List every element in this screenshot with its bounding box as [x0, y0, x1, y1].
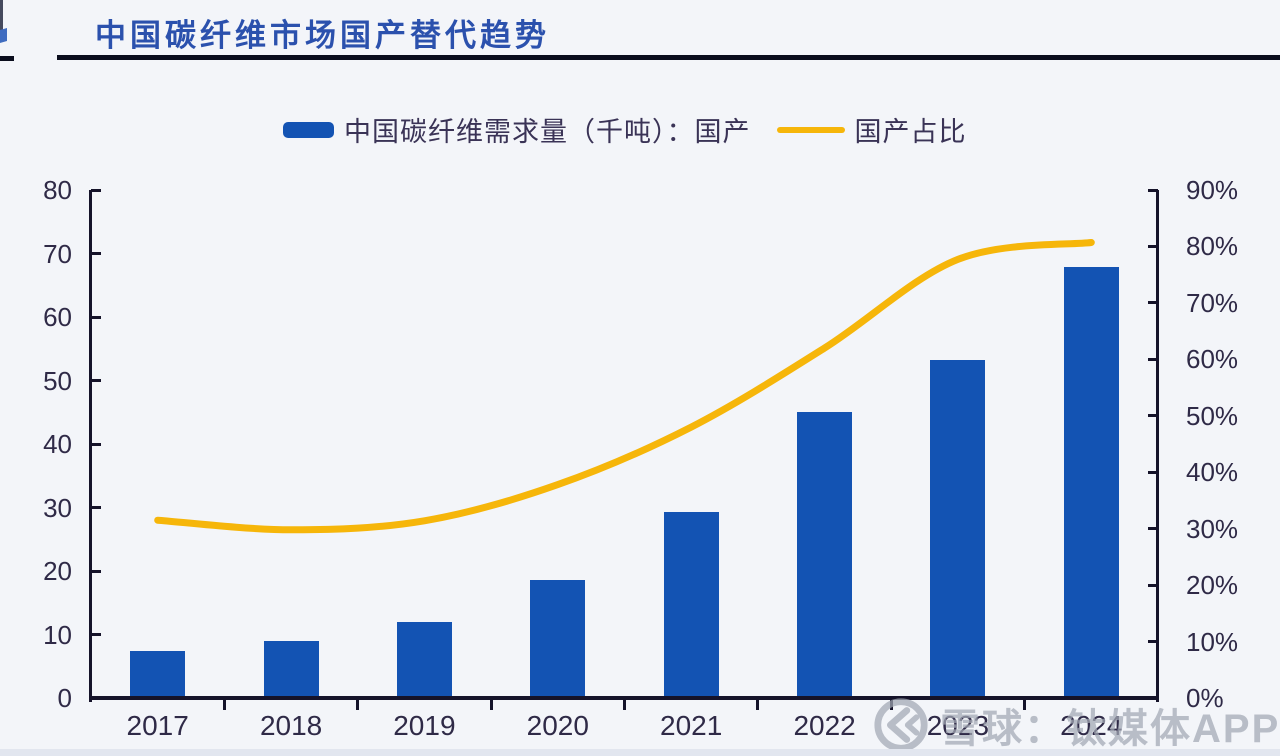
- x-tick: [623, 700, 626, 710]
- x-axis-label: 2020: [526, 710, 589, 741]
- page-title: 中国碳纤维市场国产替代趋势: [95, 18, 550, 53]
- bar-2021: [663, 511, 719, 698]
- x-axis-label: 2022: [793, 710, 856, 741]
- x-tick: [756, 700, 760, 710]
- y-axis-label-left: 50: [43, 365, 72, 396]
- y-tick-right: [1148, 640, 1158, 644]
- legend-bar-label: 中国碳纤维需求量（千吨）：国产: [344, 117, 751, 147]
- bar-2017: [130, 651, 186, 698]
- y-axis-label-right: 50%: [1186, 400, 1239, 431]
- x-axis-label: 2019: [393, 710, 456, 741]
- y-tick-right: [1148, 357, 1158, 361]
- x-axis-label: 2021: [660, 710, 723, 741]
- y-tick-right: [1148, 301, 1158, 305]
- y-tick-right: [1148, 583, 1158, 587]
- watermark-text: 雪球：钛媒体APP: [940, 707, 1280, 751]
- x-tick: [222, 700, 226, 710]
- x-tick: [356, 700, 360, 710]
- y-axis-label-left: 30: [43, 492, 72, 523]
- crop-artifact-bottom-strip: [0, 749, 1280, 756]
- y-tick-right: [1148, 470, 1158, 474]
- y-tick-right: [1148, 188, 1158, 192]
- y-tick-left: [91, 569, 101, 573]
- legend-line-swatch: [776, 126, 845, 133]
- x-axis-label: 2018: [259, 710, 323, 741]
- y-axis-label-right: 90%: [1186, 175, 1239, 205]
- bar-2024: [1063, 266, 1119, 698]
- x-axis-label: 2024: [1060, 710, 1123, 741]
- x-axis-label: 2017: [126, 710, 189, 741]
- chart-legend: 中国碳纤维需求量（千吨）：国产 国产占比: [283, 110, 967, 149]
- y-tick-left: [91, 188, 101, 192]
- x-axis-label: 2023: [926, 710, 990, 741]
- bar-2020: [530, 579, 586, 698]
- y-axis-label-left: 10: [43, 619, 72, 650]
- crop-artifact-dash: [0, 56, 14, 61]
- y-axis-label-right: 0%: [1186, 683, 1224, 713]
- title-underline: [57, 55, 1280, 60]
- y-axis-label-left: 20: [43, 556, 72, 586]
- y-axis-label-left: 70: [43, 238, 72, 269]
- legend-line-label: 国产占比: [854, 117, 967, 147]
- y-axis-label-right: 10%: [1186, 626, 1239, 657]
- y-tick-left: [91, 252, 101, 255]
- y-axis-left: [89, 190, 92, 702]
- y-axis-right: [1156, 190, 1159, 702]
- y-tick-right: [1148, 527, 1158, 531]
- x-tick: [489, 700, 493, 710]
- y-tick-left: [91, 506, 101, 509]
- xueqiu-logo-icon: [874, 698, 928, 752]
- bar-2022: [797, 411, 853, 698]
- watermark: 雪球：钛媒体APP: [872, 694, 1280, 756]
- y-tick-left: [91, 379, 101, 382]
- bar-2019: [396, 621, 452, 698]
- bar-2023: [930, 360, 986, 698]
- y-tick-right: [1148, 244, 1158, 248]
- y-axis-label-left: 60: [43, 302, 72, 332]
- y-axis-label-left: 80: [43, 175, 72, 205]
- y-axis-label-right: 40%: [1186, 457, 1239, 488]
- y-tick-left: [91, 315, 101, 319]
- y-tick-right: [1148, 414, 1158, 418]
- x-axis: [89, 696, 1159, 700]
- y-tick-left: [91, 442, 101, 446]
- y-axis-label-right: 30%: [1186, 513, 1239, 544]
- bar-2018: [263, 640, 319, 698]
- y-axis-label-right: 80%: [1186, 231, 1239, 262]
- y-axis-label-left: 0: [57, 683, 72, 713]
- crop-artifact-vline: [0, 0, 3, 38]
- y-axis-label-right: 20%: [1186, 570, 1239, 601]
- y-axis-label-right: 70%: [1186, 287, 1239, 318]
- legend-bar-swatch: [283, 121, 334, 138]
- y-axis-label-left: 40: [43, 429, 72, 459]
- x-tick: [1023, 700, 1027, 710]
- y-tick-left: [91, 633, 101, 636]
- y-axis-label-right: 60%: [1186, 344, 1239, 375]
